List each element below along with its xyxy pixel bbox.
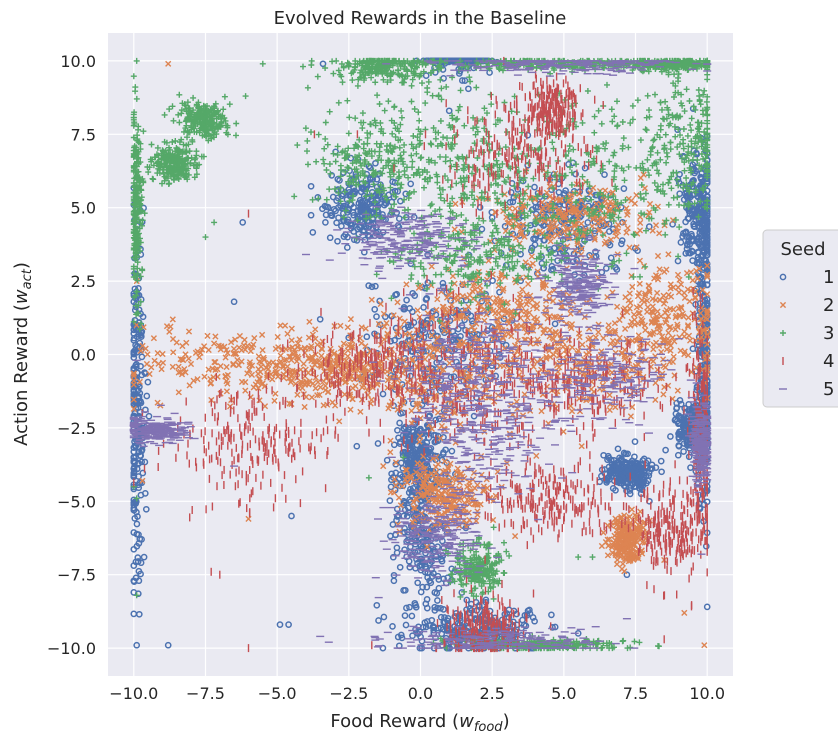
chart-figure: −10.0−7.5−5.0−2.50.02.55.07.510.0 −10.0−… (0, 0, 838, 742)
scatter-chart: −10.0−7.5−5.0−2.50.02.55.07.510.0 −10.0−… (0, 0, 838, 742)
